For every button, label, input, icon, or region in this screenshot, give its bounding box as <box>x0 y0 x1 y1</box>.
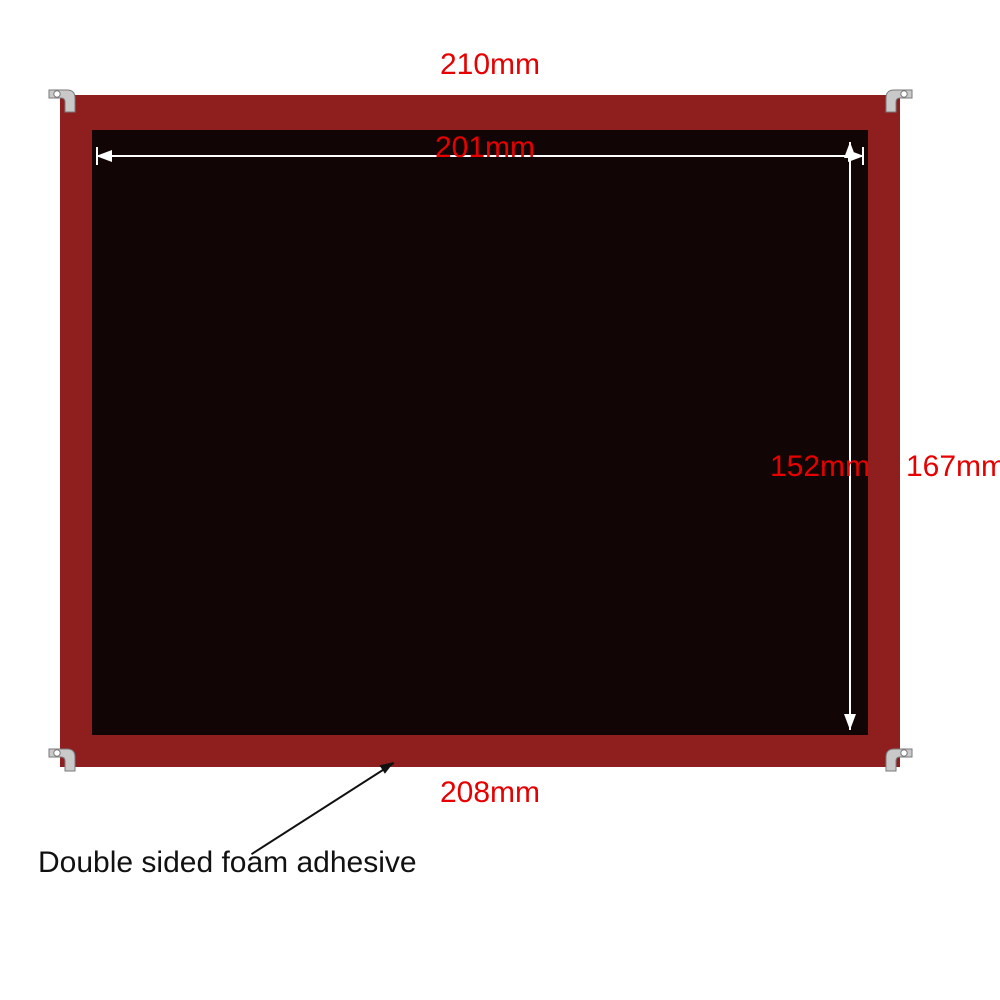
screen-area <box>92 130 868 735</box>
dim-inner-width-tick-left <box>96 147 98 165</box>
diagram-stage: 210mm 201mm 152mm 167mm 208mm Double sid… <box>0 0 1000 1000</box>
bracket-top-right <box>882 86 916 116</box>
dim-inner-height-arrow-up <box>844 142 856 158</box>
dim-inner-width-arrow-left <box>96 150 112 162</box>
dim-outer-height-label: 167mm <box>906 450 1000 484</box>
dim-inner-width-tick-right <box>862 147 864 165</box>
bracket-top-left <box>45 86 79 116</box>
dim-inner-height-label: 152mm <box>770 450 870 484</box>
bracket-bottom-left <box>45 745 79 775</box>
dim-outer-width-label: 210mm <box>440 48 540 82</box>
dim-bottom-width-label: 208mm <box>440 776 540 810</box>
dim-inner-width-label: 201mm <box>435 131 535 165</box>
callout-leader <box>251 762 394 855</box>
bracket-bottom-right <box>882 745 916 775</box>
dim-inner-height-line <box>849 142 851 730</box>
dim-inner-height-arrow-down <box>844 714 856 730</box>
callout-label: Double sided foam adhesive <box>38 846 417 880</box>
